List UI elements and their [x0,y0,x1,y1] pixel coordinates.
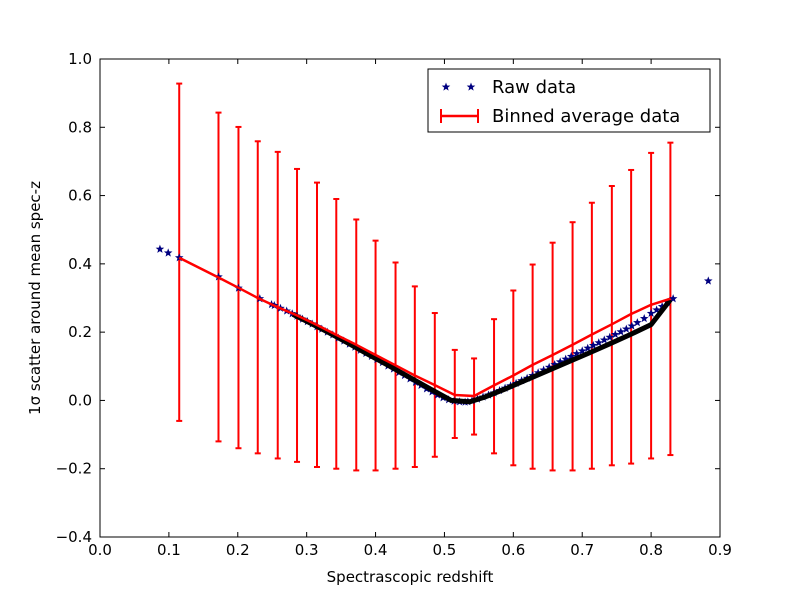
x-tick-label: 0.5 [433,541,457,559]
raw-data-point [633,318,642,327]
raw-data-point [668,294,678,303]
raw-data-point [544,362,554,371]
legend: Raw data Binned average data [427,68,711,133]
legend-binned-average-marker [440,109,479,123]
legend-binned-average-label: Binned average data [492,106,680,127]
x-tick-label: 0.1 [157,541,181,559]
binned-average-line [178,256,671,398]
x-tick-label: 0.2 [226,541,250,559]
y-tick-label: 0.6 [68,187,92,205]
raw-data-point [704,276,713,285]
raw-data-point [657,302,667,311]
raw-data-point [174,253,184,262]
raw-data-point [155,244,165,253]
y-tick-label: 0.0 [68,391,92,409]
legend-star-marker [466,82,476,91]
raw-data-point [605,332,615,341]
x-tick-label: 0.9 [708,541,732,559]
y-tick-label: −0.4 [56,528,92,546]
raw-data-point [611,330,620,339]
legend-box [427,68,711,133]
y-tick-label: −0.2 [56,460,92,478]
raw-data-point [588,340,598,350]
raw-data-point [561,354,570,363]
raw-data-point [594,338,604,347]
raw-data-point [639,313,649,323]
raw-data-point [616,327,626,336]
x-tick-label: 0.8 [639,541,663,559]
raw-data-point [555,357,565,366]
x-tick-label: 0.6 [501,541,525,559]
x-tick-label: 0.3 [295,541,319,559]
black-trend-line [291,298,673,405]
y-axis-label: 1σ scatter around mean spec-z [26,181,44,415]
raw-data-point [622,324,631,333]
x-tick-label: 0.7 [570,541,594,559]
raw-data-point [652,305,661,314]
y-tick-label: 0.2 [68,323,92,341]
y-tick-label: 1.0 [68,50,92,68]
raw-data-point [572,349,581,358]
raw-data-point [163,248,173,257]
ticks-layer: 0.0 0.1 0.2 0.3 0.4 0.5 0.6 0.7 0.8 0.9 −0.4 −0.2 0.… [56,50,732,559]
raw-data-point [627,321,637,330]
raw-data-point [577,346,587,355]
data-layer [155,82,713,472]
y-tick-label: 0.4 [68,255,92,273]
raw-data-point [539,365,548,374]
raw-data-point [583,343,593,352]
raw-data-point [550,360,559,369]
x-tick-label: 0.4 [364,541,388,559]
raw-data-point [566,351,576,361]
y-tick-label: 0.8 [68,118,92,136]
raw-data-point [599,335,609,344]
plot-frame [99,58,721,538]
legend-raw-data-label: Raw data [492,77,576,98]
legend-raw-data-marker [441,82,476,91]
legend-star-marker [441,82,451,91]
x-axis-label: Spectrascopic redshift [327,568,494,586]
raw-data-point [646,308,656,317]
x-tick-label: 0.0 [88,541,112,559]
